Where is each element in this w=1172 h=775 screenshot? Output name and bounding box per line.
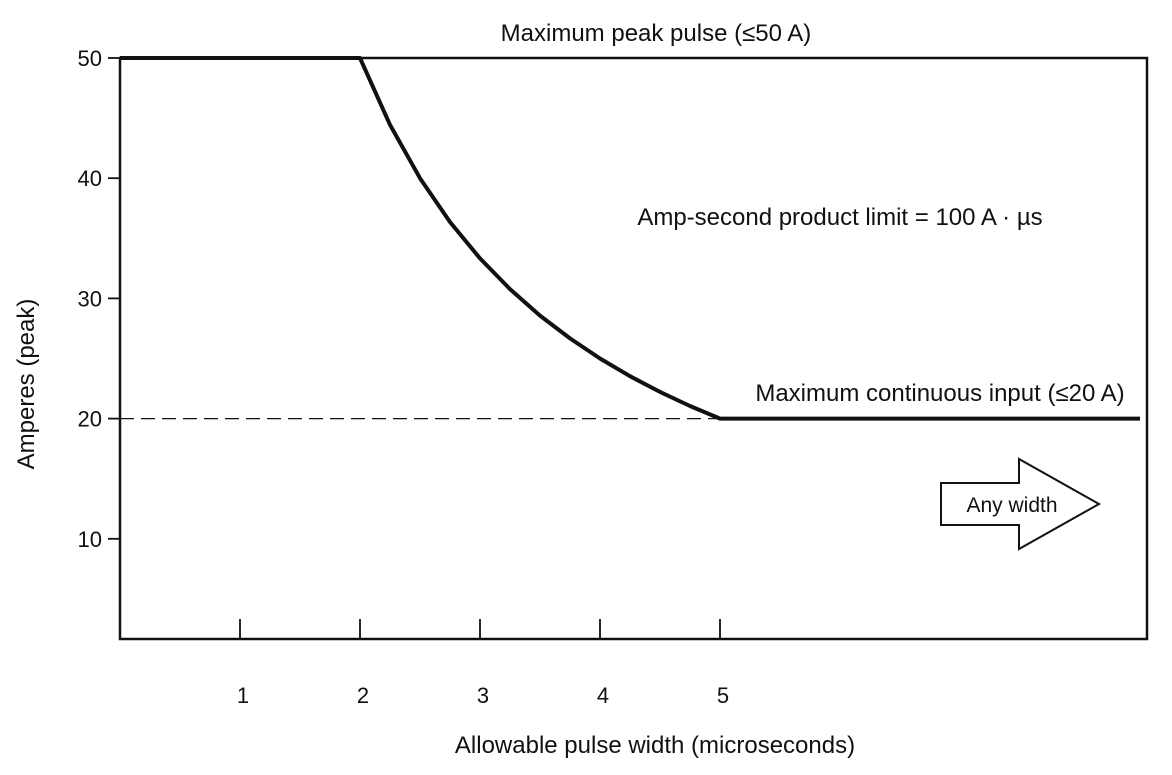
y-tick-label: 20 [78,407,102,432]
annotation-max-peak: Maximum peak pulse (≤50 A) [501,20,812,47]
x-tick-label: 1 [237,683,249,708]
x-tick-label: 5 [717,683,729,708]
x-axis-title: Allowable pulse width (microseconds) [455,732,855,759]
y-tick-label: 40 [78,166,102,191]
any-width-arrow: Any width [940,457,1102,551]
y-tick-label: 30 [78,286,102,311]
y-tick-label: 10 [78,527,102,552]
y-axis-title: Amperes (peak) [13,299,40,470]
x-tick-label: 3 [477,683,489,708]
arrow-label: Any width [966,494,1057,517]
y-tick-label: 50 [78,46,102,71]
annotation-product-limit: Amp-second product limit = 100 A · µs [637,204,1042,231]
pulse-limit-curve [120,56,1140,421]
annotation-continuous: Maximum continuous input (≤20 A) [755,380,1124,407]
x-axis-ticks: 1 2 3 4 5 [237,619,729,708]
x-tick-label: 2 [357,683,369,708]
x-tick-label: 4 [597,683,609,708]
y-axis-ticks: 10 20 30 40 50 [78,46,120,552]
plot-frame [118,56,1149,641]
arrow-shape [940,457,1102,551]
